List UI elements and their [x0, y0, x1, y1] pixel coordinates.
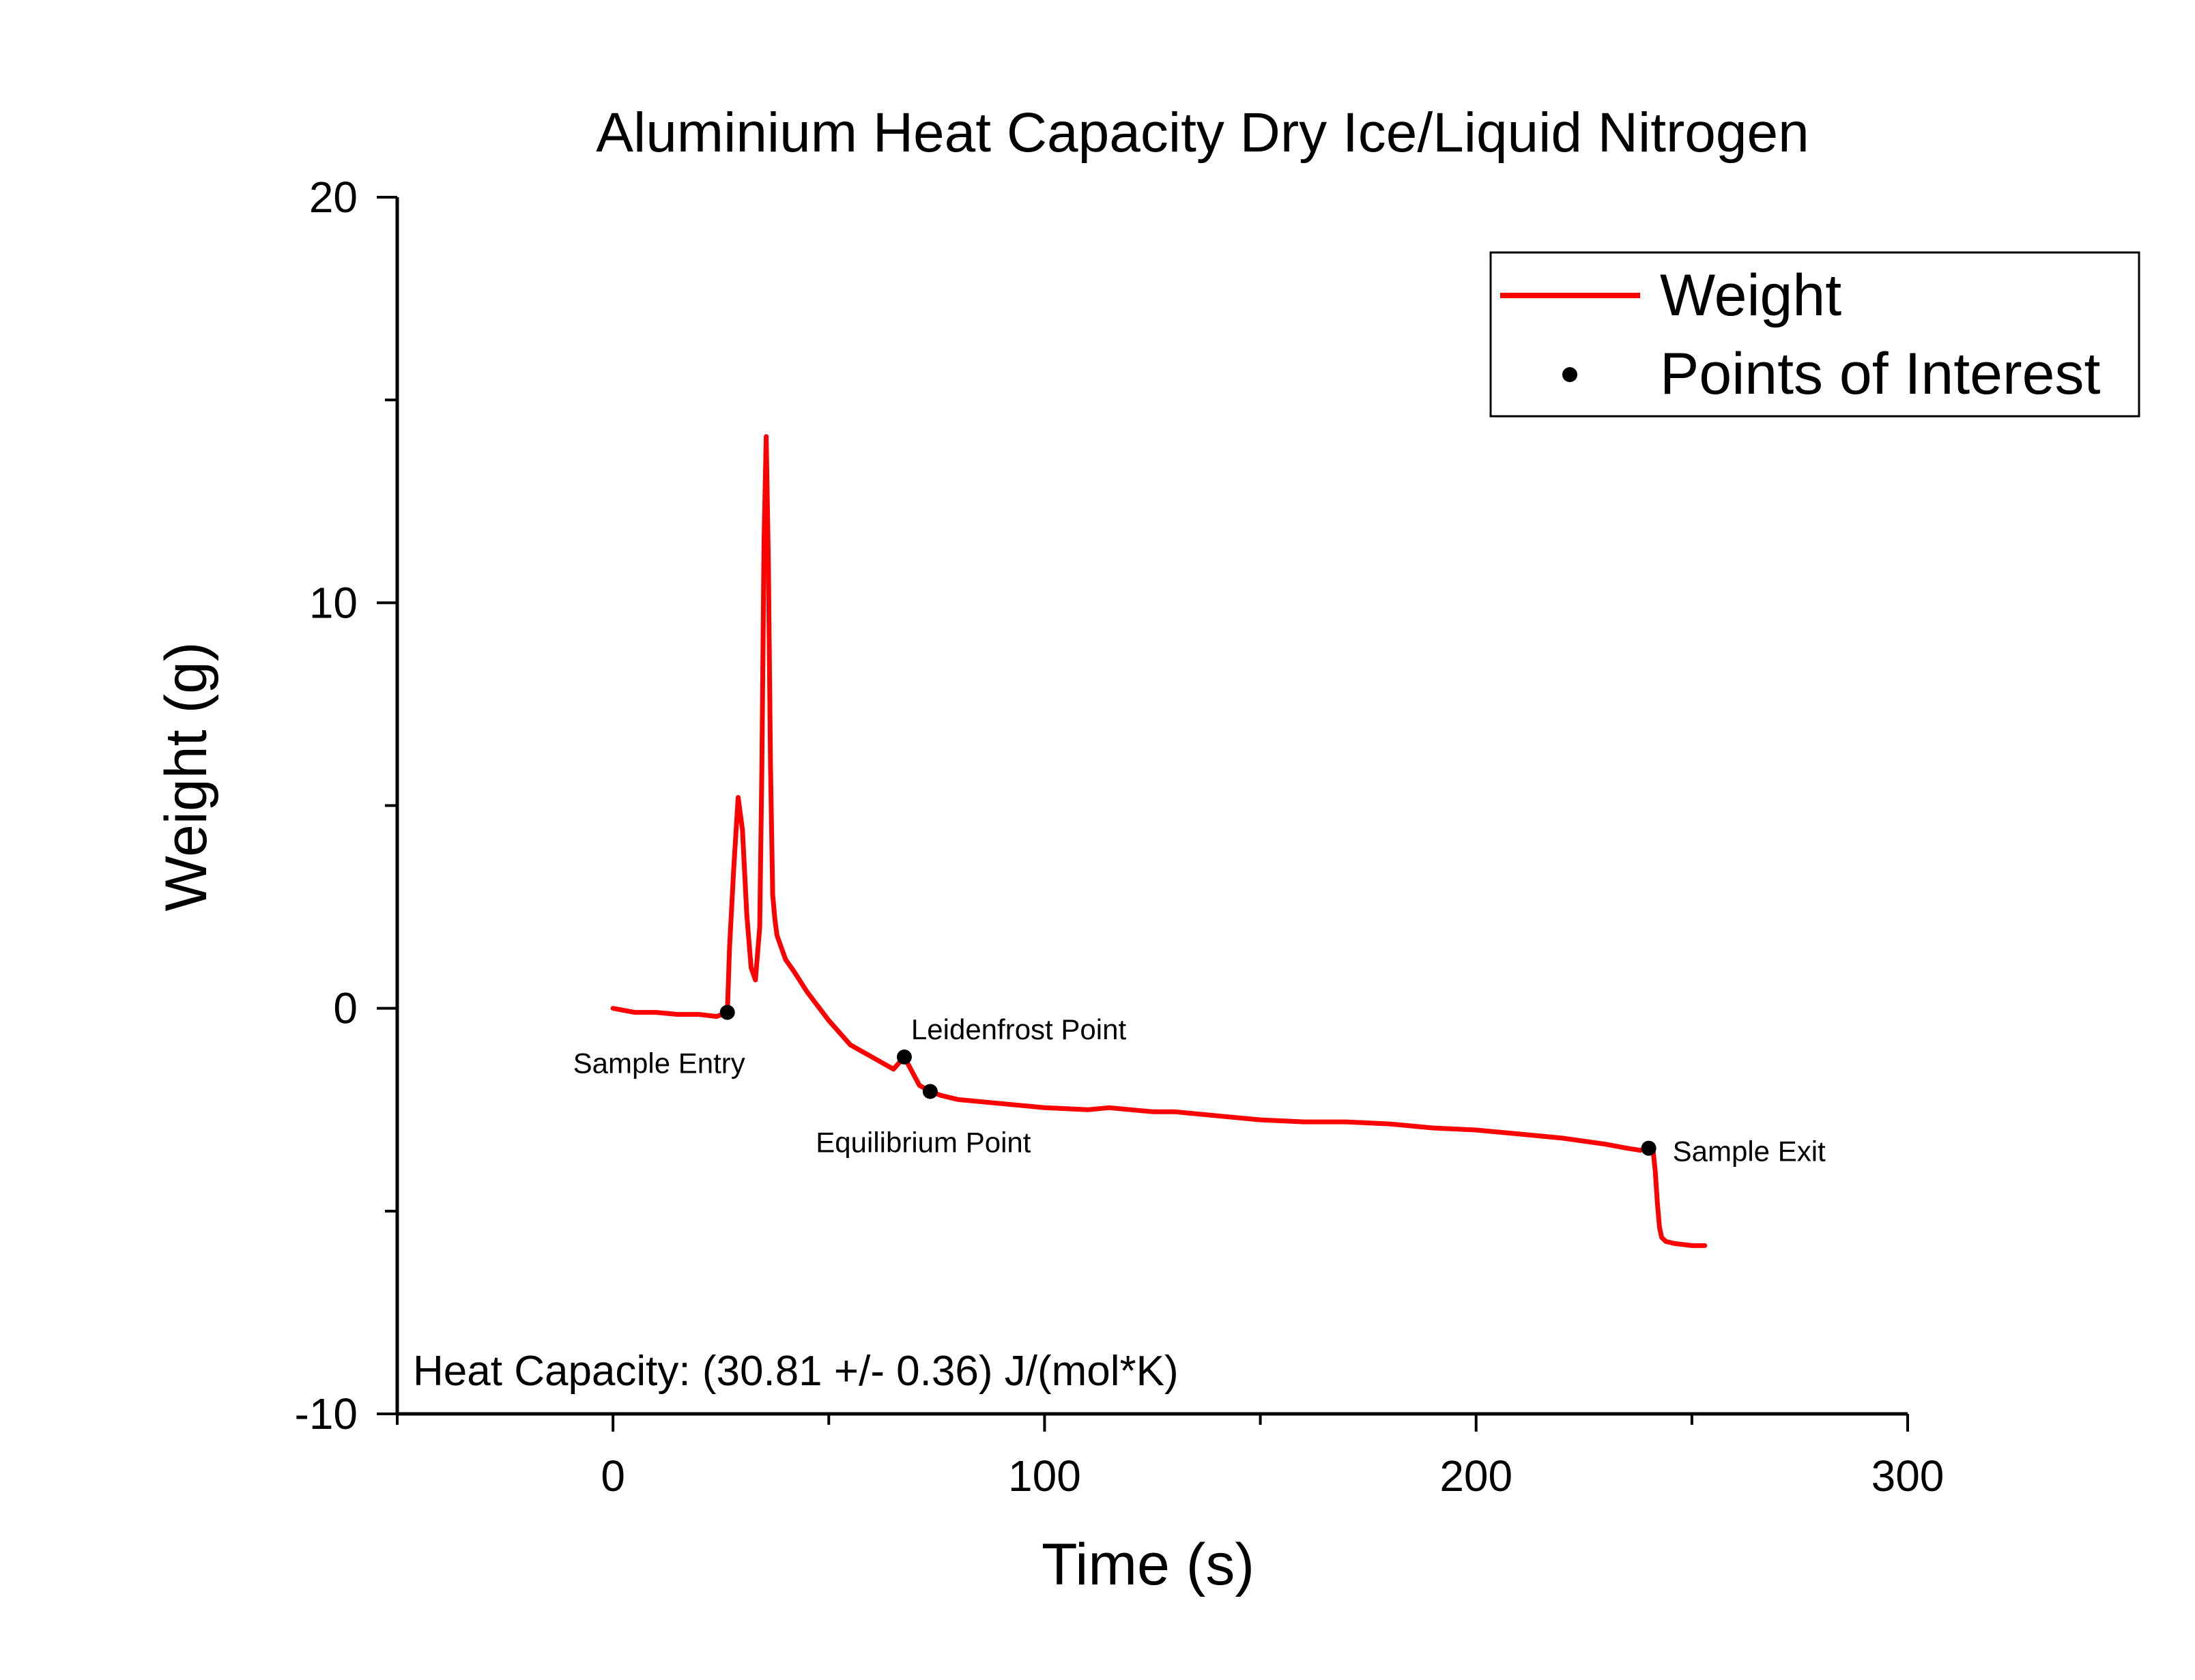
chart-title: Aluminium Heat Capacity Dry Ice/Liquid N…	[596, 102, 1809, 164]
y-tick-label: 10	[309, 578, 358, 627]
y-tick-label: 20	[309, 173, 358, 222]
heat-capacity-annotation: Heat Capacity: (30.81 +/- 0.36) J/(mol*K…	[413, 1348, 1179, 1395]
point-of-interest-label: Sample Entry	[573, 1047, 745, 1080]
series-points-of-interest: Sample Entry Leidenfrost Point Equilibrium…	[573, 1004, 1826, 1168]
y-tick-label: -10	[295, 1389, 358, 1438]
axes	[377, 196, 1909, 1432]
legend: Weight Points of Interest	[1489, 251, 2140, 418]
point-of-interest-label: Leidenfrost Point	[911, 1013, 1127, 1045]
legend-box	[1489, 251, 2140, 418]
point-of-interest-label: Equilibrium Point	[816, 1127, 1031, 1159]
tick-labels: 0 100 200 300 -10 0 10 20	[295, 173, 1945, 1501]
point-of-interest-marker	[719, 1004, 735, 1020]
point-of-interest-marker	[1641, 1140, 1656, 1156]
y-tick-label: 0	[333, 984, 358, 1033]
x-tick-label: 200	[1439, 1451, 1512, 1501]
legend-marker-swatch	[1562, 367, 1577, 382]
point-of-interest-label: Sample Exit	[1673, 1135, 1826, 1168]
x-tick-label: 100	[1008, 1451, 1081, 1501]
y-axis-label: Weight (g)	[154, 641, 219, 911]
point-of-interest-marker	[922, 1084, 938, 1099]
legend-label-weight: Weight	[1660, 263, 1841, 328]
series-weight	[610, 434, 1708, 1248]
weight-line	[610, 434, 1708, 1248]
x-tick-label: 300	[1871, 1451, 1945, 1501]
point-of-interest-marker	[896, 1049, 912, 1065]
x-tick-label: 0	[601, 1451, 625, 1501]
legend-label-points: Points of Interest	[1660, 341, 2100, 407]
x-axis-label: Time (s)	[1042, 1532, 1254, 1597]
